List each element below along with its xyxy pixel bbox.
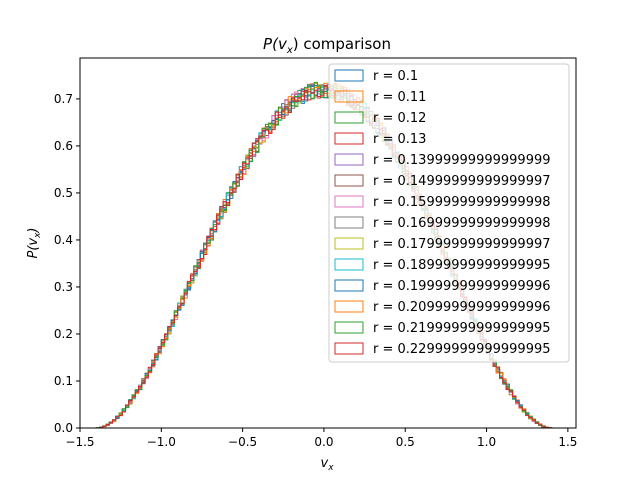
legend-swatch	[334, 216, 364, 229]
x-tick-label: 1.5	[558, 435, 577, 449]
y-axis-ticks: 0.0 0.1 0.2 0.3 0.4 0.5 0.6 0.7	[54, 92, 80, 435]
legend-swatch	[334, 111, 364, 124]
legend-label: r = 0.16999999999999998	[373, 216, 551, 231]
x-axis-label: vx	[320, 456, 334, 473]
legend-swatch	[334, 279, 364, 292]
y-tick-label: 0.2	[54, 327, 73, 341]
legend-swatch	[334, 69, 364, 82]
legend-swatch	[334, 300, 364, 313]
legend-label: r = 0.14999999999999997	[373, 174, 551, 189]
x-tick-label: −1.5	[65, 435, 94, 449]
legend-label: r = 0.12	[373, 111, 426, 126]
legend: r = 0.1 r = 0.11 r = 0.12 r = 0.13 r = 0.139…	[328, 63, 570, 363]
legend-swatch	[334, 342, 364, 355]
legend-swatch	[334, 90, 364, 103]
legend-label: r = 0.13	[373, 132, 426, 147]
legend-swatch	[334, 132, 364, 145]
legend-swatch	[334, 174, 364, 187]
chart-title: P(vx) comparison	[263, 35, 391, 56]
x-tick-label: 0.0	[314, 435, 333, 449]
x-tick-label: 0.5	[396, 435, 415, 449]
legend-label: r = 0.11	[373, 90, 426, 105]
legend-label: r = 0.18999999999999995	[373, 258, 551, 273]
y-tick-label: 0.3	[54, 280, 73, 294]
legend-label: r = 0.20999999999999996	[373, 300, 551, 315]
legend-swatch	[334, 321, 364, 334]
x-tick-label: −1.0	[147, 435, 176, 449]
legend-label: r = 0.22999999999999995	[373, 342, 551, 357]
y-tick-label: 0.5	[54, 186, 73, 200]
legend-label: r = 0.15999999999999998	[373, 195, 551, 210]
y-tick-label: 0.1	[54, 374, 73, 388]
y-axis-label: P(vx)	[26, 227, 43, 258]
legend-swatch	[334, 195, 364, 208]
legend-box	[328, 63, 570, 363]
y-tick-label: 0.7	[54, 92, 73, 106]
x-tick-label: −0.5	[228, 435, 257, 449]
legend-label: r = 0.21999999999999995	[373, 321, 551, 336]
y-tick-label: 0.6	[54, 139, 73, 153]
legend-label: r = 0.13999999999999999	[373, 153, 551, 168]
legend-label: r = 0.1	[373, 69, 418, 84]
y-tick-label: 0.4	[54, 233, 73, 247]
x-axis-ticks: −1.5 −1.0 −0.5 0.0 0.5 1.0 1.5	[65, 428, 577, 449]
legend-swatch	[334, 237, 364, 250]
legend-swatch	[334, 258, 364, 271]
legend-items: r = 0.1 r = 0.11 r = 0.12 r = 0.13 r = 0.139…	[334, 69, 551, 357]
legend-swatch	[334, 153, 364, 166]
y-tick-label: 0.0	[54, 421, 73, 435]
legend-label: r = 0.19999999999999996	[373, 279, 551, 294]
legend-label: r = 0.17999999999999997	[373, 237, 551, 252]
axes-frame	[79, 57, 577, 429]
x-tick-label: 1.0	[477, 435, 496, 449]
